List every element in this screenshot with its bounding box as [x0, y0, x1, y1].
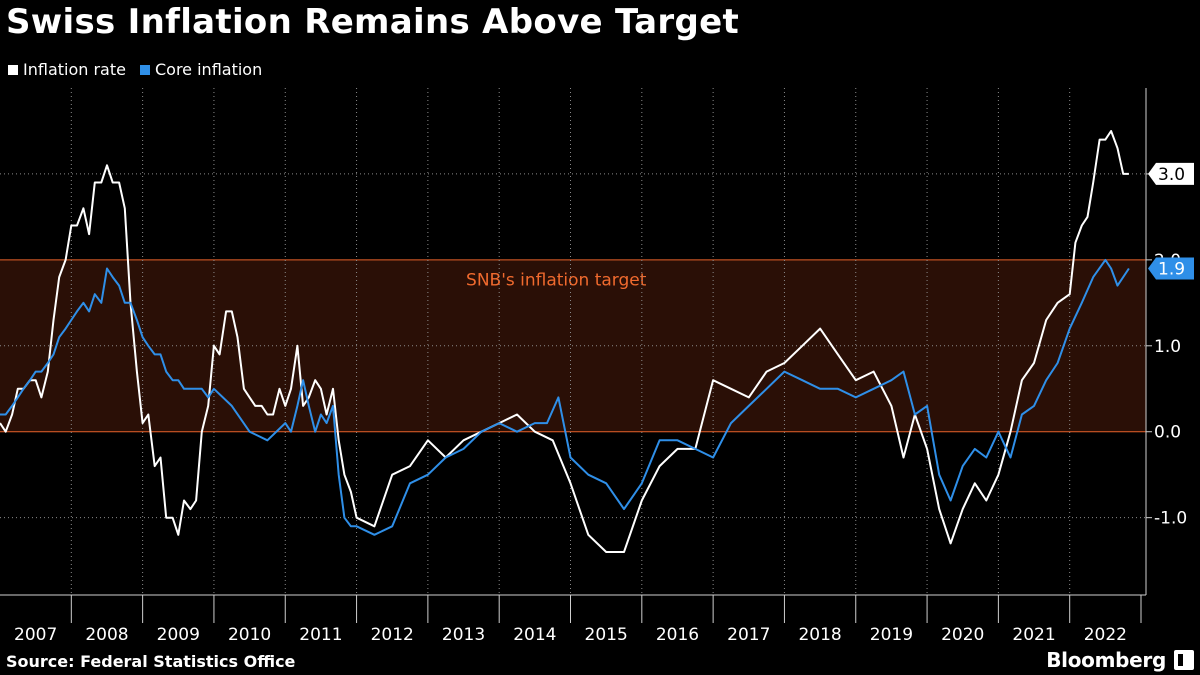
x-tick-label: 2022 — [1084, 625, 1127, 645]
end-label-inflation-rate: 3.0 — [1158, 165, 1185, 185]
legend-swatch-inflation-rate — [8, 64, 18, 75]
legend-label-core-inflation: Core inflation — [154, 60, 263, 79]
brand-logo: Bloomberg — [1046, 648, 1166, 672]
x-tick-label: 2021 — [1012, 625, 1055, 645]
x-tick-label: 2020 — [941, 625, 984, 645]
x-tick-label: 2011 — [299, 625, 342, 645]
x-tick-label: 2016 — [656, 625, 699, 645]
y-tick-label: -1.0 — [1154, 509, 1187, 529]
x-tick-label: 2019 — [870, 625, 913, 645]
x-tick-label: 2015 — [585, 625, 628, 645]
x-tick-label: 2018 — [798, 625, 841, 645]
legend-label-inflation-rate: Inflation rate — [23, 60, 126, 79]
x-tick-label: 2008 — [85, 625, 128, 645]
legend-item-inflation-rate: Inflation rate — [8, 60, 126, 79]
x-tick-label: 2014 — [513, 625, 556, 645]
x-tick-label: 2013 — [442, 625, 485, 645]
legend-item-core-inflation: Core inflation — [139, 60, 263, 79]
end-label-core-inflation: 1.9 — [1158, 259, 1185, 279]
y-tick-label: 0.0 — [1154, 423, 1181, 443]
chart-title: Swiss Inflation Remains Above Target — [6, 2, 740, 42]
x-tick-label: 2010 — [228, 625, 271, 645]
legend-swatch-core-inflation — [139, 64, 150, 75]
source-note: Source: Federal Statistics Office — [6, 652, 296, 671]
bloomberg-terminal-icon — [1174, 650, 1194, 670]
legend: Inflation rate Core inflation — [8, 60, 262, 79]
y-tick-label: 1.0 — [1154, 337, 1181, 357]
end-label-box-core-inflation — [1148, 257, 1194, 280]
end-label-box-inflation-rate — [1148, 162, 1194, 185]
target-band-label: SNB's inflation target — [466, 271, 647, 291]
x-tick-label: 2009 — [157, 625, 200, 645]
x-tick-label: 2017 — [727, 625, 770, 645]
series-line-inflation-rate — [0, 130, 1129, 553]
x-tick-label: 2012 — [371, 625, 414, 645]
series-line-core-inflation — [0, 258, 1130, 536]
x-tick-label: 2007 — [14, 625, 57, 645]
